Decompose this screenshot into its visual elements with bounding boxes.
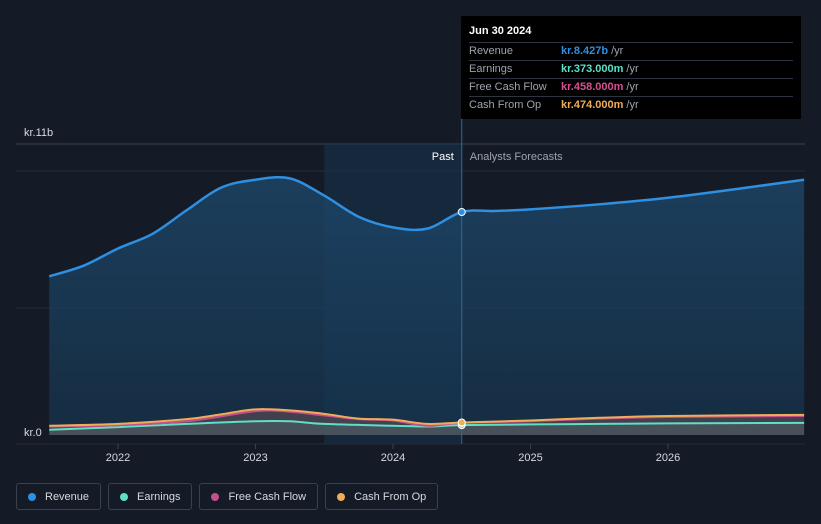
tooltip-row: Earnings kr.373.000m/yr xyxy=(469,61,793,79)
tooltip-value: kr.373.000m xyxy=(561,63,624,75)
hover-tooltip: Jun 30 2024 Revenue kr.8.427b/yr Earnings k… xyxy=(461,16,801,119)
tooltip-unit: /yr xyxy=(626,63,639,75)
tooltip-label: Free Cash Flow xyxy=(469,81,547,93)
earnings-line xyxy=(49,419,805,431)
legend-dot-icon xyxy=(211,492,220,501)
revenue-marker xyxy=(457,207,466,216)
legend-dot-icon xyxy=(337,492,346,501)
legend-item-revenue[interactable]: Revenue xyxy=(16,483,102,510)
legend-label: Earnings xyxy=(137,490,181,503)
tooltip-value: kr.474.000m xyxy=(561,99,624,111)
x-tick-label: 2025 xyxy=(518,452,542,464)
revenue-area xyxy=(49,177,805,435)
tooltip-label: Cash From Op xyxy=(469,99,542,111)
legend-item-cash-from-op[interactable]: Cash From Op xyxy=(325,483,439,510)
tooltip-row: Cash From Op kr.474.000m/yr xyxy=(469,97,793,114)
tooltip-label: Earnings xyxy=(469,63,513,75)
legend-item-free-cash-flow[interactable]: Free Cash Flow xyxy=(199,483,319,510)
x-tick-label: 2023 xyxy=(243,452,267,464)
legend-dot-icon xyxy=(120,492,129,501)
chart-legend: Revenue Earnings Free Cash Flow Cash From O… xyxy=(16,483,439,510)
past-region-label: Past xyxy=(432,151,454,163)
y-axis-top-label: kr.11b xyxy=(24,127,53,139)
tooltip-value: kr.458.000m xyxy=(561,81,624,93)
tooltip-unit: /yr xyxy=(626,99,639,111)
tooltip-value: kr.8.427b xyxy=(561,45,609,57)
revenue-line xyxy=(48,175,805,278)
legend-item-earnings[interactable]: Earnings xyxy=(108,483,193,510)
x-tick-label: 2024 xyxy=(381,452,405,464)
tooltip-unit: /yr xyxy=(611,45,624,57)
cash-from-op-line xyxy=(49,408,805,427)
tooltip-row: Free Cash Flow kr.458.000m/yr xyxy=(469,79,793,97)
cash-from-op-marker xyxy=(457,418,466,427)
tooltip-unit: /yr xyxy=(626,81,639,93)
free-cash-flow-area xyxy=(49,410,805,435)
legend-dot-icon xyxy=(28,492,36,501)
y-axis-bottom-label: kr.0 xyxy=(24,427,42,439)
x-tick-label: 2022 xyxy=(106,452,130,464)
tooltip-row: Revenue kr.8.427b/yr xyxy=(469,43,793,61)
forecast-region-label: Analysts Forecasts xyxy=(470,151,563,163)
legend-label: Cash From Op xyxy=(354,490,427,503)
legend-label: Free Cash Flow xyxy=(228,490,307,503)
tooltip-date: Jun 30 2024 xyxy=(469,24,793,43)
legend-label: Revenue xyxy=(45,490,90,503)
tooltip-label: Revenue xyxy=(469,45,514,57)
cash-from-op-area xyxy=(49,409,805,435)
x-tick-label: 2026 xyxy=(656,452,680,464)
